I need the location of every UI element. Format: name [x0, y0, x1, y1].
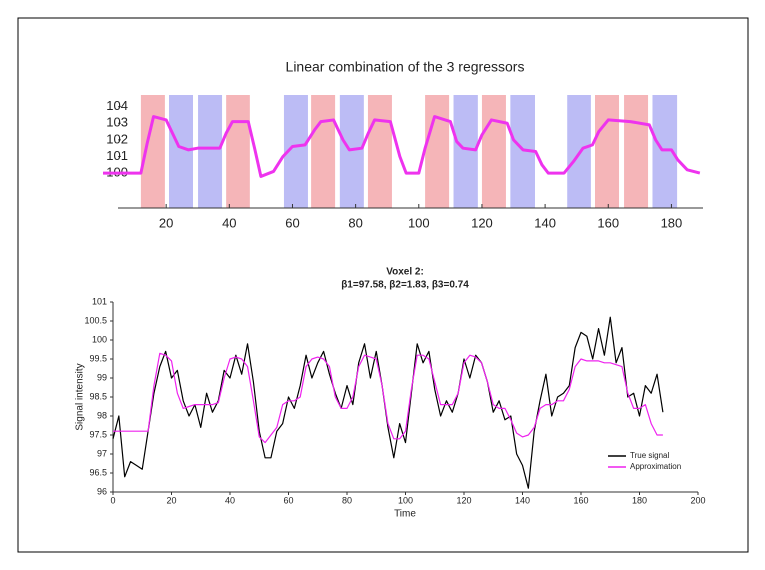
chart-title: Linear combination of the 3 regressors: [286, 59, 525, 75]
x-tick-label: 140: [515, 495, 530, 505]
y-tick-label: 104: [106, 98, 128, 113]
y-tick-label: 97.5: [89, 429, 107, 439]
block-region: [339, 95, 364, 208]
data-line: [103, 115, 701, 178]
chart-subtitle: β1=97.58, β2=1.83, β3=0.74: [341, 280, 469, 291]
x-tick-label: 20: [166, 495, 176, 505]
x-tick-label: 120: [456, 495, 471, 505]
y-tick-label: 99.5: [89, 353, 107, 363]
block-region: [425, 95, 450, 208]
x-tick-label: 160: [573, 495, 588, 505]
x-tick-label: 100: [408, 215, 430, 230]
y-tick-label: 100: [92, 334, 107, 344]
block-region: [311, 95, 336, 208]
y-axis-label: Signal intensity: [75, 363, 86, 430]
x-tick-label: 120: [471, 215, 493, 230]
legend-label: True signal: [630, 451, 670, 460]
block-region: [367, 95, 392, 208]
block-region: [169, 95, 193, 208]
y-tick-label: 102: [106, 131, 128, 146]
x-tick-label: 40: [225, 495, 235, 505]
x-tick-label: 100: [398, 495, 413, 505]
x-tick-label: 140: [534, 215, 556, 230]
x-tick-label: 20: [159, 215, 173, 230]
chart-title: Voxel 2:: [386, 267, 424, 278]
x-tick-label: 160: [597, 215, 619, 230]
block-region: [226, 95, 250, 208]
y-tick-label: 97: [97, 448, 107, 458]
x-axis-label: Time: [394, 509, 416, 520]
x-tick-label: 80: [348, 215, 362, 230]
y-tick-label: 99: [97, 372, 107, 382]
y-tick-label: 101: [92, 296, 107, 306]
y-tick-label: 101: [106, 148, 128, 163]
y-tick-label: 103: [106, 115, 128, 130]
x-tick-label: 200: [690, 495, 705, 505]
y-tick-label: 98.5: [89, 391, 107, 401]
data-line: [113, 352, 663, 444]
block-region: [481, 95, 506, 208]
block-region: [595, 95, 619, 208]
x-tick-label: 180: [661, 215, 683, 230]
y-tick-label: 96.5: [89, 467, 107, 477]
block-region: [624, 95, 649, 208]
y-tick-label: 100.5: [84, 315, 107, 325]
x-tick-label: 0: [110, 495, 115, 505]
block-region: [198, 95, 223, 208]
x-tick-label: 60: [283, 495, 293, 505]
y-tick-label: 98: [97, 410, 107, 420]
y-tick-label: 96: [97, 486, 107, 496]
x-tick-label: 60: [285, 215, 299, 230]
x-tick-label: 40: [222, 215, 236, 230]
x-tick-label: 180: [632, 495, 647, 505]
x-tick-label: 80: [342, 495, 352, 505]
legend-label: Approximation: [630, 462, 681, 471]
block-region: [453, 95, 478, 208]
